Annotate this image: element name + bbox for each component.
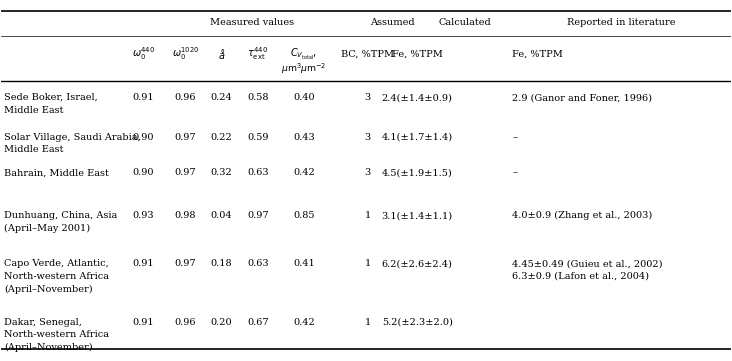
Text: –: – — [512, 169, 517, 178]
Text: 2.9 (Ganor and Foner, 1996): 2.9 (Ganor and Foner, 1996) — [512, 93, 652, 102]
Text: 0.22: 0.22 — [211, 133, 232, 142]
Text: 3: 3 — [365, 169, 370, 178]
Text: Fe, %TPM: Fe, %TPM — [512, 49, 563, 58]
Text: 0.97: 0.97 — [175, 169, 196, 178]
Text: Measured values: Measured values — [209, 18, 294, 27]
Text: 0.18: 0.18 — [211, 260, 232, 269]
Text: 2.4(±1.4±0.9): 2.4(±1.4±0.9) — [381, 93, 452, 102]
Text: 0.90: 0.90 — [132, 169, 154, 178]
Text: 1: 1 — [365, 260, 370, 269]
Text: 0.67: 0.67 — [247, 318, 269, 327]
Text: 0.96: 0.96 — [175, 93, 196, 102]
Text: Dunhuang, China, Asia
(April–May 2001): Dunhuang, China, Asia (April–May 2001) — [4, 211, 118, 233]
Text: 0.63: 0.63 — [247, 169, 269, 178]
Text: –: – — [512, 133, 517, 142]
Text: 0.96: 0.96 — [175, 318, 196, 327]
Text: 0.42: 0.42 — [293, 318, 315, 327]
Text: 6.2(±2.6±2.4): 6.2(±2.6±2.4) — [381, 260, 452, 269]
Text: 0.91: 0.91 — [132, 260, 154, 269]
Text: 3.1(±1.4±1.1): 3.1(±1.4±1.1) — [381, 211, 452, 220]
Text: 0.97: 0.97 — [175, 260, 196, 269]
Text: 0.04: 0.04 — [211, 211, 232, 220]
Text: $C_{V_{\rm total}},$: $C_{V_{\rm total}},$ — [291, 47, 318, 61]
Text: Bahrain, Middle East: Bahrain, Middle East — [4, 169, 109, 178]
Text: 0.20: 0.20 — [211, 318, 232, 327]
Text: 0.97: 0.97 — [175, 133, 196, 142]
Text: $\aa$: $\aa$ — [217, 47, 225, 61]
Text: 0.63: 0.63 — [247, 260, 269, 269]
Text: 5.2(±2.3±2.0): 5.2(±2.3±2.0) — [381, 318, 452, 327]
Text: 4.45±0.49 (Guieu et al., 2002)
6.3±0.9 (Lafon et al., 2004): 4.45±0.49 (Guieu et al., 2002) 6.3±0.9 (… — [512, 260, 662, 281]
Text: Solar Village, Saudi Arabia,
Middle East: Solar Village, Saudi Arabia, Middle East — [4, 133, 141, 155]
Text: 3: 3 — [365, 93, 370, 102]
Text: Sede Boker, Israel,
Middle East: Sede Boker, Israel, Middle East — [4, 93, 98, 114]
Text: 4.1(±1.7±1.4): 4.1(±1.7±1.4) — [381, 133, 452, 142]
Text: 3: 3 — [365, 133, 370, 142]
Text: 0.90: 0.90 — [132, 133, 154, 142]
Text: 4.5(±1.9±1.5): 4.5(±1.9±1.5) — [382, 169, 452, 178]
Text: 0.91: 0.91 — [132, 318, 154, 327]
Text: Capo Verde, Atlantic,
North-western Africa
(April–November): Capo Verde, Atlantic, North-western Afri… — [4, 260, 109, 293]
Text: 0.59: 0.59 — [247, 133, 269, 142]
Text: 0.32: 0.32 — [211, 169, 232, 178]
Text: $\omega_0^{1020}$: $\omega_0^{1020}$ — [172, 45, 199, 62]
Text: 0.40: 0.40 — [293, 93, 315, 102]
Text: 0.41: 0.41 — [293, 260, 315, 269]
Text: 1: 1 — [365, 318, 370, 327]
Text: BC, %TPM: BC, %TPM — [341, 49, 394, 58]
Text: 0.98: 0.98 — [175, 211, 196, 220]
Text: 4.0±0.9 (Zhang et al., 2003): 4.0±0.9 (Zhang et al., 2003) — [512, 211, 652, 220]
Text: $\tau_{\rm ext}^{440}$: $\tau_{\rm ext}^{440}$ — [247, 45, 269, 62]
Text: 0.85: 0.85 — [293, 211, 315, 220]
Text: Dakar, Senegal,
North-western Africa
(April–November): Dakar, Senegal, North-western Africa (Ap… — [4, 318, 109, 352]
Text: 0.58: 0.58 — [247, 93, 269, 102]
Text: 0.91: 0.91 — [132, 93, 154, 102]
Text: Assumed: Assumed — [370, 18, 414, 27]
Text: 0.42: 0.42 — [293, 169, 315, 178]
Text: 1: 1 — [365, 211, 370, 220]
Text: Reported in literature: Reported in literature — [567, 18, 676, 27]
Text: $\mu{\rm m}^3\mu{\rm m}^{-2}$: $\mu{\rm m}^3\mu{\rm m}^{-2}$ — [281, 62, 326, 76]
Text: 0.43: 0.43 — [293, 133, 315, 142]
Text: 0.24: 0.24 — [211, 93, 232, 102]
Text: $\omega_0^{440}$: $\omega_0^{440}$ — [132, 45, 154, 62]
Text: Calculated: Calculated — [438, 18, 491, 27]
Text: Fe, %TPM: Fe, %TPM — [392, 49, 443, 58]
Text: 0.93: 0.93 — [132, 211, 154, 220]
Text: 0.97: 0.97 — [247, 211, 269, 220]
